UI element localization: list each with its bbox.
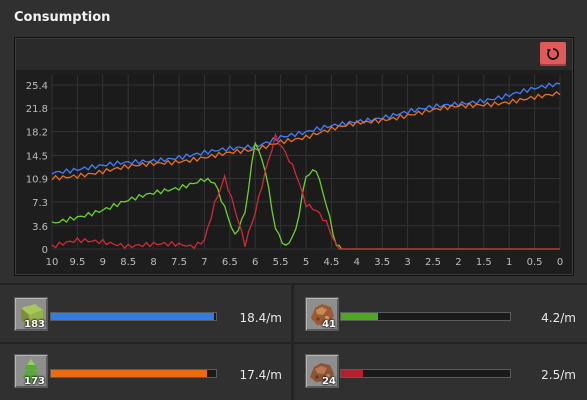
x-tick-label: 9.5 (69, 257, 85, 268)
grass-block-icon (21, 304, 43, 326)
x-tick-label: 3.5 (374, 257, 390, 268)
x-tick-label: 0.5 (527, 257, 543, 268)
item-count: 183 (24, 319, 45, 330)
series-line (51, 132, 560, 250)
x-tick-label: 8 (150, 257, 156, 268)
bar-fill (51, 313, 215, 320)
chart-toolbar (16, 39, 572, 70)
x-tick-label: 0 (557, 257, 563, 268)
x-tick-label: 9 (100, 257, 106, 268)
rate-text: 17.4/m (239, 368, 282, 382)
consumption-bar (50, 312, 217, 321)
y-tick-label: 25.4 (26, 81, 48, 92)
bar-fill (51, 370, 207, 377)
bar-fill (341, 370, 363, 377)
x-tick-label: 6 (252, 257, 258, 268)
item-count: 173 (24, 376, 45, 387)
column-divider (291, 285, 294, 400)
x-tick-label: 8.5 (120, 257, 136, 268)
y-tick-label: 21.8 (26, 104, 48, 115)
x-tick-label: 2 (455, 257, 461, 268)
item-count: 24 (322, 376, 336, 387)
x-tick-label: 10 (46, 257, 59, 268)
x-tick-label: 7 (201, 257, 207, 268)
item-slot-sapling[interactable]: 173 (14, 354, 48, 388)
raw-ore-chunk-icon (310, 363, 334, 382)
x-tick-label: 4 (354, 257, 360, 268)
x-tick-label: 3 (404, 257, 410, 268)
consumption-bar (340, 312, 511, 321)
item-slot-raw-ore[interactable]: 24 (305, 354, 339, 388)
x-tick-label: 5.5 (273, 257, 289, 268)
x-tick-label: 2.5 (425, 257, 441, 268)
item-slot-copper-ore[interactable]: 41 (305, 297, 339, 331)
bar-fill (341, 313, 379, 320)
x-tick-label: 6.5 (222, 257, 238, 268)
x-tick-label: 1 (506, 257, 512, 268)
x-tick-label: 7.5 (171, 257, 187, 268)
reset-button[interactable] (540, 42, 566, 66)
consumption-bar (50, 369, 217, 378)
rate-text: 18.4/m (239, 311, 282, 325)
y-tick-label: 18.2 (26, 127, 48, 138)
y-tick-label: 7.3 (32, 198, 48, 209)
x-tick-label: 5 (303, 257, 309, 268)
y-tick-label: 14.5 (26, 151, 48, 162)
x-tick-label: 4.5 (323, 257, 339, 268)
consumption-bar (340, 369, 511, 378)
y-tick-label: 10.9 (26, 175, 48, 186)
row-divider (0, 283, 587, 285)
rate-text: 4.2/m (541, 311, 576, 325)
reset-icon (547, 48, 559, 60)
series-line (51, 82, 561, 175)
x-tick-label: 1.5 (476, 257, 492, 268)
item-slot-grass[interactable]: 183 (14, 297, 48, 331)
tree-sapling-icon (22, 359, 40, 383)
item-count: 41 (322, 319, 336, 330)
rate-text: 2.5/m (541, 368, 576, 382)
panel-title: Consumption (14, 10, 111, 25)
copper-ore-icon (311, 304, 334, 325)
y-tick-label: 3.6 (32, 222, 48, 233)
y-tick-label: 0 (42, 245, 48, 256)
series-line (51, 91, 561, 181)
